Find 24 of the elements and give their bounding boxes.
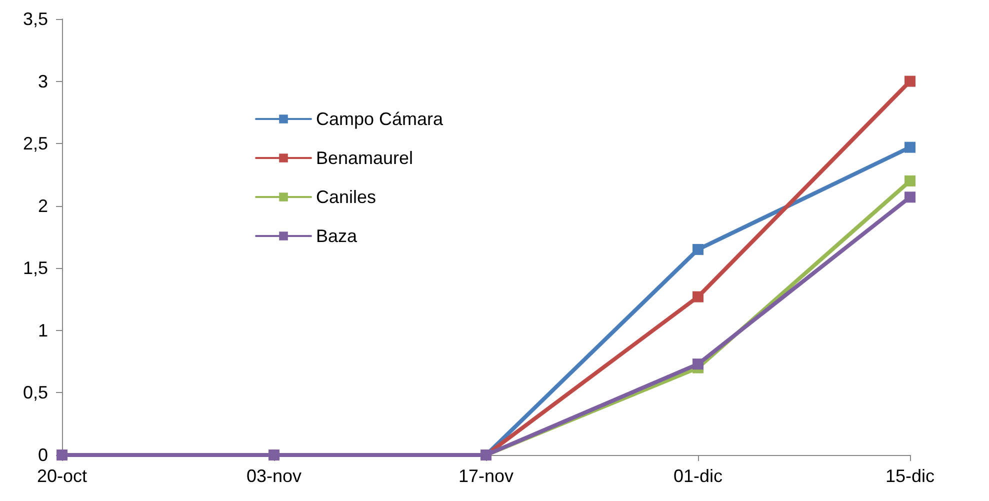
y-tick-label: 3: [38, 71, 48, 92]
point: [904, 175, 916, 186]
y-tick-label: 1: [38, 320, 48, 340]
x-tick-label: 15-dic: [885, 466, 935, 486]
x-tick-label: 03-nov: [246, 466, 302, 486]
y-tick-label: 0: [38, 445, 48, 465]
x-tick-label: 17-nov: [458, 466, 514, 486]
y-tick-label: 1,5: [22, 258, 48, 278]
point: [904, 76, 916, 87]
x-tick-label: 01-dic: [673, 466, 723, 486]
point: [692, 244, 704, 255]
point: [904, 142, 916, 153]
legend-label: Campo Cámara: [316, 109, 444, 129]
point: [904, 192, 916, 203]
y-tick-label: 2,5: [22, 134, 48, 154]
legend-label: Baza: [316, 226, 358, 246]
point: [692, 358, 704, 370]
y-tick-label: 0,5: [22, 382, 48, 403]
point: [692, 291, 704, 302]
legend-label: Caniles: [316, 187, 376, 207]
x-tick-label: 20-oct: [36, 466, 88, 486]
y-tick-label: 2: [38, 196, 48, 216]
legend-label: Benamaurel: [316, 148, 414, 168]
y-tick-label: 3,5: [22, 9, 48, 29]
